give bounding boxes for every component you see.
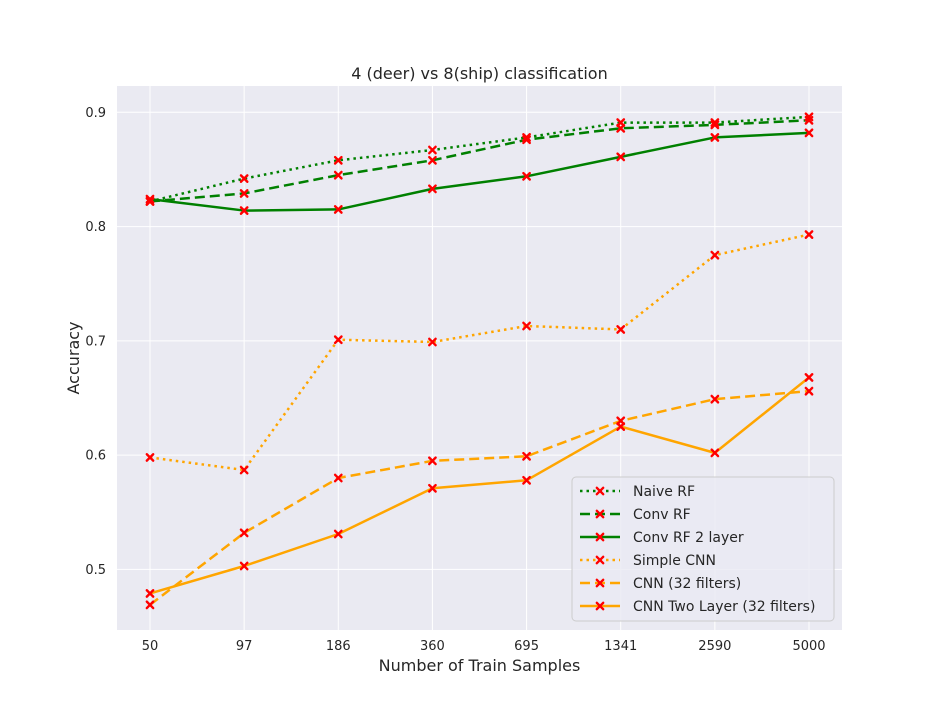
data-point-conv-rf-2-layer: [239, 206, 249, 215]
x-tick-label: 695: [514, 639, 539, 654]
data-point-simple-cnn: [710, 250, 720, 260]
data-point-cnn-32-filters: [804, 386, 814, 396]
legend-marker-naive-rf: [595, 486, 605, 496]
series-line-conv-rf: [149, 119, 810, 203]
data-point-conv-rf-2-layer: [616, 152, 626, 162]
series-line-simple-cnn: [149, 233, 810, 472]
data-point-conv-rf: [145, 197, 155, 206]
data-point-cnn-32-filters: [333, 473, 343, 483]
data-point-cnn-32-filters: [522, 451, 531, 461]
data-point-naive-rf: [428, 145, 437, 155]
legend-marker-conv-rf-2-layer: [595, 532, 605, 542]
data-point-simple-cnn: [145, 453, 155, 462]
chart-title: 4 (deer) vs 8(ship) classification: [351, 64, 607, 83]
data-point-cnn-two-layer-32-filters: [239, 561, 249, 571]
legend-label-cnn-two-layer-32-filters: CNN Two Layer (32 filters): [633, 599, 815, 615]
data-point-cnn-two-layer-32-filters: [616, 422, 626, 431]
x-tick-label: 5000: [792, 639, 825, 654]
data-point-simple-cnn: [804, 230, 814, 239]
data-point-conv-rf: [428, 155, 437, 165]
data-point-conv-rf: [333, 170, 343, 180]
data-point-cnn-two-layer-32-filters: [522, 475, 531, 485]
y-tick-label: 0.8: [85, 220, 106, 235]
data-point-conv-rf: [239, 189, 249, 198]
data-point-conv-rf-2-layer: [145, 194, 155, 204]
data-markers: [145, 112, 814, 610]
data-point-conv-rf-2-layer: [522, 171, 531, 181]
data-point-cnn-32-filters: [239, 528, 249, 538]
data-point-cnn-two-layer-32-filters: [333, 529, 343, 539]
legend-marker-cnn-32-filters: [595, 578, 605, 588]
data-point-cnn-32-filters: [710, 394, 720, 404]
data-point-simple-cnn: [616, 325, 626, 334]
x-axis-title: Number of Train Samples: [379, 656, 581, 675]
data-point-conv-rf-2-layer: [333, 205, 343, 214]
data-point-cnn-two-layer-32-filters: [804, 373, 814, 382]
data-point-conv-rf: [804, 115, 814, 125]
x-tick-label: 1341: [604, 639, 637, 654]
data-point-cnn-two-layer-32-filters: [710, 448, 720, 458]
y-axis-title: Accuracy: [64, 321, 83, 394]
legend: Naive RF Conv RF Conv RF 2 layer Simple CNN…: [571, 476, 835, 622]
x-tick-label: 50: [142, 639, 159, 654]
x-tick-label: 186: [326, 639, 351, 654]
series-lines: [149, 115, 810, 606]
y-tick-label: 0.7: [85, 334, 106, 349]
y-tick-label: 0.5: [85, 563, 106, 578]
series-line-cnn-32-filters: [149, 389, 810, 606]
legend-marker-cnn-two-layer-32-filters: [595, 601, 605, 611]
legend-label-simple-cnn: Simple CNN: [633, 553, 716, 569]
legend-marker-conv-rf: [595, 509, 605, 519]
data-point-naive-rf: [710, 118, 720, 127]
data-point-conv-rf-2-layer: [710, 133, 720, 142]
legend-frame: [571, 476, 835, 622]
legend-label-conv-rf-2-layer: Conv RF 2 layer: [633, 530, 744, 546]
data-point-cnn-32-filters: [145, 600, 155, 610]
series-line-cnn-two-layer-32-filters: [149, 376, 810, 595]
x-tick-label: 97: [236, 639, 253, 654]
legend-label-naive-rf: Naive RF: [633, 484, 695, 500]
x-tick-labels: 50 97 186 360 695 1341 2590 5000: [142, 639, 826, 654]
data-point-simple-cnn: [239, 465, 249, 475]
series-line-naive-rf: [149, 115, 810, 203]
data-point-simple-cnn: [522, 321, 531, 331]
data-point-simple-cnn: [333, 335, 343, 345]
y-tick-label: 0.9: [85, 106, 106, 121]
data-point-conv-rf: [710, 120, 720, 130]
legend-label-conv-rf: Conv RF: [633, 507, 691, 523]
data-point-naive-rf: [333, 155, 343, 165]
series-line-conv-rf-2-layer: [149, 131, 810, 212]
data-point-conv-rf: [522, 135, 531, 145]
data-point-conv-rf: [616, 123, 626, 133]
data-point-naive-rf: [522, 133, 531, 142]
data-point-cnn-32-filters: [428, 456, 437, 466]
x-tick-label: 360: [420, 639, 445, 654]
y-tick-label: 0.6: [85, 449, 106, 464]
x-tick-label: 2590: [698, 639, 731, 654]
data-point-naive-rf: [239, 174, 249, 183]
data-point-conv-rf-2-layer: [804, 128, 814, 138]
data-point-simple-cnn: [428, 337, 437, 347]
legend-label-cnn-32-filters: CNN (32 filters): [633, 576, 741, 592]
y-tick-labels: 0.5 0.6 0.7 0.8 0.9: [85, 106, 106, 578]
data-point-cnn-two-layer-32-filters: [145, 589, 155, 598]
legend-marker-simple-cnn: [595, 555, 605, 565]
data-point-cnn-two-layer-32-filters: [428, 483, 437, 493]
data-point-conv-rf-2-layer: [428, 184, 437, 194]
